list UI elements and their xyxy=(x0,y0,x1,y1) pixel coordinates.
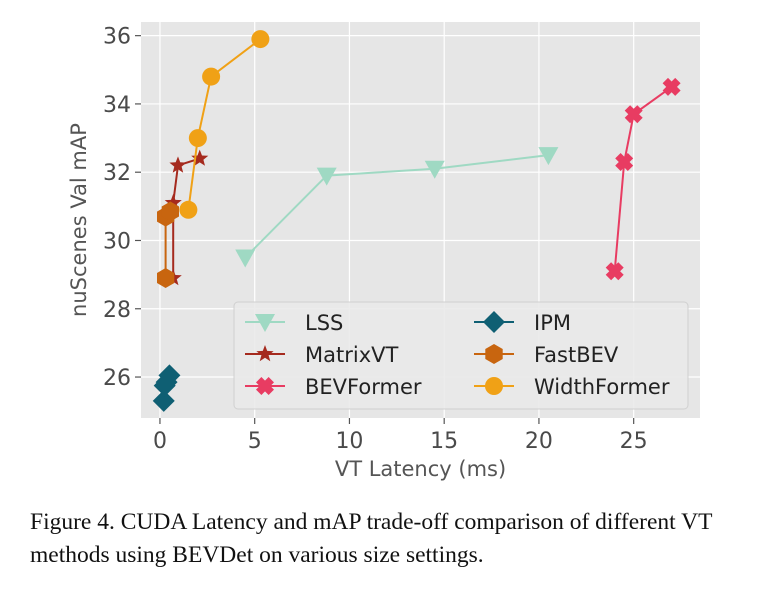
legend-label-ipm: IPM xyxy=(534,311,571,335)
y-tick-label: 32 xyxy=(103,161,131,186)
legend-item-fastbev: FastBEV xyxy=(474,343,619,367)
legend-marker-fastbev xyxy=(485,344,503,364)
data-point-bevformer xyxy=(615,153,634,171)
series-fastbev xyxy=(157,201,179,288)
data-point-bevformer xyxy=(662,77,681,96)
x-tick-label: 10 xyxy=(335,429,363,454)
series-layer xyxy=(152,30,681,412)
x-tick-label: 20 xyxy=(525,429,553,454)
data-point-matrixvt xyxy=(164,193,182,211)
data-point-matrixvt xyxy=(191,149,209,166)
x-tick-label: 25 xyxy=(620,429,648,454)
series-ipm xyxy=(152,364,181,412)
data-point-lss xyxy=(538,147,559,166)
y-tick-label: 30 xyxy=(103,229,131,254)
legend-label-widthformer: WidthFormer xyxy=(534,375,670,399)
data-point-lss xyxy=(424,160,445,179)
legend-marker-bevformer xyxy=(256,377,274,395)
series-widthformer xyxy=(179,30,270,219)
data-point-bevformer xyxy=(624,105,643,124)
legend-marker-matrixvt xyxy=(256,345,274,362)
legend-box xyxy=(233,301,689,410)
y-tick-label: 28 xyxy=(103,298,131,323)
data-point-fastbev xyxy=(161,201,179,222)
axis-ticks: 0 5 10 15 20 25 26 28 30 32 34 36 xyxy=(103,25,648,454)
legend-label-matrixvt: MatrixVT xyxy=(305,343,398,367)
series-line-lss xyxy=(244,154,549,259)
legend-marker-widthformer xyxy=(485,377,503,395)
x-tick-label: 0 xyxy=(153,429,167,454)
data-point-ipm xyxy=(152,389,175,412)
y-tick-label: 34 xyxy=(103,93,131,118)
legend-marker-ipm xyxy=(483,311,505,333)
data-point-ipm xyxy=(158,364,181,387)
data-point-widthformer xyxy=(202,67,221,86)
x-tick-label: 5 xyxy=(248,429,262,454)
x-axis-label: VT Latency (ms) xyxy=(335,457,506,481)
data-point-lss xyxy=(235,249,256,268)
y-tick-label: 26 xyxy=(103,366,131,391)
legend-label-lss: LSS xyxy=(305,311,343,335)
series-bevformer xyxy=(605,77,681,281)
data-point-bevformer xyxy=(605,262,624,281)
legend-item-ipm: IPM xyxy=(474,311,571,335)
legend: LSS IPM MatrixVT FastBEV BEVFormer WidthForme… xyxy=(233,301,689,410)
legend-item-widthformer: WidthFormer xyxy=(474,375,670,399)
data-point-widthformer xyxy=(251,30,270,49)
x-tick-label: 15 xyxy=(430,429,458,454)
legend-item-matrixvt: MatrixVT xyxy=(245,343,398,367)
legend-label-bevformer: BEVFormer xyxy=(305,375,422,399)
series-line-bevformer xyxy=(613,86,673,272)
data-point-widthformer xyxy=(179,200,198,219)
legend-item-lss: LSS xyxy=(245,311,343,335)
figure-caption: Figure 4. CUDA Latency and mAP trade-off… xyxy=(30,509,713,568)
y-axis-label: nuScenes Val mAP xyxy=(67,123,91,317)
legend-marker-lss xyxy=(255,314,275,332)
legend-label-fastbev: FastBEV xyxy=(534,343,619,367)
data-point-matrixvt xyxy=(169,156,187,173)
data-point-fastbev xyxy=(157,268,175,288)
legend-item-bevformer: BEVFormer xyxy=(245,375,422,399)
data-point-widthformer xyxy=(188,129,207,148)
series-line-widthformer xyxy=(187,38,262,210)
chart: 0 5 10 15 20 25 26 28 30 32 34 36 LSS IPM MatrixVT Fas… xyxy=(67,22,700,481)
series-line-matrixvt xyxy=(172,157,200,278)
data-point-lss xyxy=(316,167,337,186)
series-lss xyxy=(235,147,559,268)
y-tick-label: 36 xyxy=(103,25,131,50)
